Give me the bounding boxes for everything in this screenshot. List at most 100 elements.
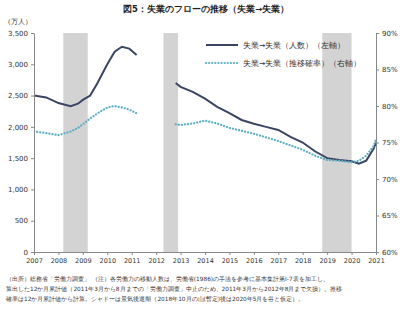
tick-mark [31, 252, 34, 253]
tick: 0 [24, 249, 34, 257]
tick-mark [181, 252, 182, 255]
tick-mark [31, 127, 34, 128]
tick-mark [58, 252, 59, 255]
y-axis: 0 500 1,000 1,500 2,000 2,500 3,000 3,500 [8, 30, 35, 257]
tick-label: 2009 [75, 257, 92, 265]
legend-swatch [206, 62, 238, 64]
tick-label: 70% [382, 176, 398, 184]
tick-label: 2011 [124, 257, 141, 265]
tick: 85% [376, 66, 398, 74]
tick-label: 2015 [222, 257, 239, 265]
tick: 2012 [148, 252, 165, 265]
tick-mark [31, 221, 34, 222]
tick-mark [31, 64, 34, 65]
tick: 2015 [222, 252, 239, 265]
axis-line [34, 34, 35, 253]
shaded-period [63, 33, 87, 252]
plot-area [34, 33, 376, 252]
tick-label: 2007 [26, 257, 43, 265]
tick: 2013 [173, 252, 190, 265]
tick-mark [376, 106, 379, 107]
tick-label: 65% [382, 212, 398, 220]
tick: 60% [376, 249, 398, 257]
legend-label: 失業→失業（人数）（左軸） [243, 41, 345, 50]
tick-mark [376, 252, 377, 255]
legend: 失業→失業（人数）（左軸） 失業→失業（推移確率）（右軸） [206, 41, 361, 68]
tick-mark [156, 252, 157, 255]
tick-mark [107, 252, 108, 255]
tick: 2019 [319, 252, 336, 265]
tick-label: 1,500 [8, 155, 28, 163]
tick-mark [376, 179, 379, 180]
tick-mark [303, 252, 304, 255]
tick-label: 0 [24, 249, 28, 257]
tick-mark [83, 252, 84, 255]
tick: 75% [376, 139, 398, 147]
tick: 2008 [51, 252, 68, 265]
tick-mark [352, 252, 353, 255]
note: 算出した12か月累計値（2011年3月から8月までの「労働力調査」中止のため、2… [6, 285, 342, 293]
series-line [34, 47, 376, 164]
tick-mark [132, 252, 133, 255]
tick: 2021 [368, 252, 385, 265]
tick-label: 1,000 [8, 186, 28, 194]
tick: 65% [376, 212, 398, 220]
tick-label: 500 [15, 217, 28, 225]
tick-label: 2008 [51, 257, 68, 265]
tick-label: 2013 [173, 257, 190, 265]
series-line [34, 106, 376, 162]
y2-axis: 60% 65% 70% 75% 80% 85% 90% [376, 30, 398, 257]
tick-mark [34, 252, 35, 255]
shaded-period [163, 33, 178, 252]
tick-mark [376, 216, 379, 217]
tick: 3,000 [8, 61, 34, 69]
legend-label: 失業→失業（推移確率）（右軸） [243, 59, 361, 68]
y-axis-title: （万人） [4, 18, 32, 26]
tick-mark [31, 158, 34, 159]
tick-label: 60% [382, 249, 398, 257]
note: 確率は12か月累計値から計算。シャドーは景気後退期（2018年10月の山(暫定)… [5, 295, 304, 303]
tick: 80% [376, 103, 398, 111]
tick-label: 2,000 [8, 124, 28, 132]
tick-label: 3,500 [8, 30, 28, 38]
tick-label: 2018 [295, 257, 312, 265]
tick: 2,000 [8, 124, 34, 132]
tick-mark [376, 143, 379, 144]
tick: 1,000 [8, 186, 34, 194]
tick-label: 2020 [344, 257, 361, 265]
tick: 2009 [75, 252, 92, 265]
tick-label: 90% [382, 30, 398, 38]
tick-label: 2012 [148, 257, 165, 265]
title: 図5：失業のフローの推移（失業→失業） [123, 4, 289, 14]
tick: 2010 [100, 252, 117, 265]
tick: 2011 [124, 252, 141, 265]
tick-mark [229, 252, 230, 255]
tick-mark [31, 189, 34, 190]
tick-label: 2014 [197, 257, 214, 265]
tick-mark [376, 70, 379, 71]
tick-label: 2017 [271, 257, 288, 265]
tick-label: 85% [382, 66, 398, 74]
tick: 2017 [271, 252, 288, 265]
tick-mark [31, 96, 34, 97]
tick-label: 75% [382, 139, 398, 147]
tick-mark [376, 33, 379, 34]
tick-mark [327, 252, 328, 255]
tick-mark [205, 252, 206, 255]
tick: 90% [376, 30, 398, 38]
tick: 2,500 [8, 92, 34, 100]
tick-label: 2,500 [8, 92, 28, 100]
tick-label: 2016 [246, 257, 263, 265]
note: （出所）総務省「労働力調査」 （注）各労働力の移動人数は、労働省(1986)の手… [6, 275, 329, 283]
tick: 2020 [344, 252, 361, 265]
tick-mark [278, 252, 279, 255]
tick-label: 2021 [368, 257, 385, 265]
tick: 2016 [246, 252, 263, 265]
tick: 2018 [295, 252, 312, 265]
tick-label: 2019 [319, 257, 336, 265]
tick: 70% [376, 176, 398, 184]
tick-label: 80% [382, 103, 398, 111]
tick-mark [254, 252, 255, 255]
tick: 500 [15, 217, 34, 225]
tick-label: 2010 [100, 257, 117, 265]
